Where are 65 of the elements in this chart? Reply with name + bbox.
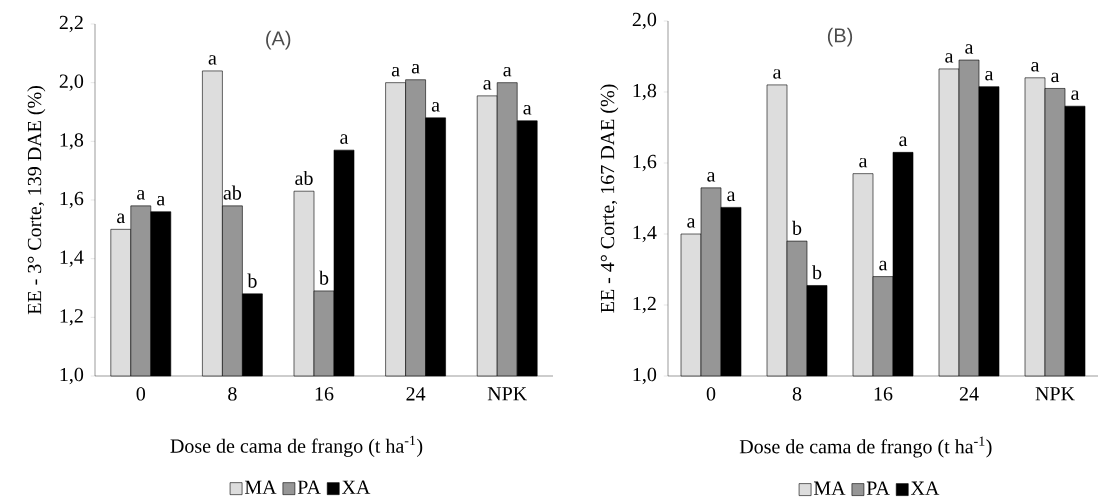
y-axis-title: EE - 4° Corte, 167 DAE (%) bbox=[600, 84, 619, 313]
annotation: a bbox=[411, 63, 420, 74]
y-tick-label: 1,8 bbox=[60, 133, 84, 150]
annotation: a bbox=[340, 134, 349, 144]
annotation: a bbox=[945, 53, 954, 63]
y-tick-label: 1,6 bbox=[60, 191, 84, 209]
annotation: a bbox=[1031, 62, 1040, 72]
x-tick-label: 16 bbox=[315, 387, 334, 401]
annotation: a bbox=[707, 172, 716, 182]
x-tick-label: 8 bbox=[228, 387, 237, 401]
legend-label: PA bbox=[866, 481, 890, 495]
annotation: a bbox=[523, 105, 532, 115]
annotation: a bbox=[208, 55, 217, 65]
y-tick-label: 2,0 bbox=[632, 12, 657, 30]
y-tick-label: 1,2 bbox=[60, 309, 83, 326]
annotation: a bbox=[391, 66, 400, 77]
y-tick-label: 1,8 bbox=[633, 83, 657, 101]
annotation: a bbox=[879, 260, 888, 271]
chart-title: (B) bbox=[827, 27, 853, 47]
legend-label: PA bbox=[297, 480, 321, 494]
annotation: ab bbox=[295, 170, 313, 185]
annotation: a bbox=[483, 80, 492, 90]
annotation: ab bbox=[223, 185, 242, 200]
legend-label: XA bbox=[910, 481, 940, 495]
annotation: a bbox=[985, 70, 994, 81]
legend-label: XA bbox=[341, 480, 371, 494]
legend-label: MA bbox=[244, 480, 277, 494]
y-tick-label: 1,6 bbox=[633, 154, 657, 172]
y-tick-label: 2,0 bbox=[59, 74, 84, 91]
annotation: b bbox=[792, 220, 802, 235]
x-tick-label: 8 bbox=[792, 387, 802, 401]
y-axis-title: EE - 3° Corte, 139 DAE (%) bbox=[27, 86, 46, 315]
annotation: b bbox=[247, 273, 257, 288]
annotation: a bbox=[157, 195, 165, 206]
x-axis-title: Dose de cama de frango (t ha$^{-1}$) bbox=[170, 435, 423, 457]
y-tick-label: 1,0 bbox=[633, 367, 657, 385]
annotation: a bbox=[431, 102, 440, 112]
y-tick-label: 2,2 bbox=[59, 15, 83, 33]
y-tick-label: 1,4 bbox=[633, 225, 657, 243]
annotation: b bbox=[319, 270, 329, 285]
x-tick-label: 0 bbox=[136, 387, 146, 401]
chart-title: (A) bbox=[266, 30, 291, 50]
x-tick-label: 0 bbox=[706, 387, 716, 401]
x-tick-label: NPK bbox=[487, 387, 527, 401]
annotation: a bbox=[859, 157, 868, 168]
annotation: a bbox=[1051, 72, 1060, 83]
y-tick-label: 1,4 bbox=[60, 250, 84, 267]
annotation: a bbox=[117, 213, 125, 224]
annotation: a bbox=[727, 191, 736, 202]
x-tick-label: 24 bbox=[959, 387, 979, 401]
annotation: a bbox=[899, 136, 908, 147]
annotation: b bbox=[812, 265, 822, 280]
annotation: a bbox=[503, 66, 512, 77]
annotation: a bbox=[965, 44, 974, 54]
x-axis-title: Dose de cama de frango (t ha$^{-1}$) bbox=[739, 436, 992, 458]
annotation: a bbox=[773, 69, 782, 79]
legend-label: MA bbox=[813, 481, 846, 495]
x-tick-label: 24 bbox=[406, 387, 426, 401]
annotation: a bbox=[137, 190, 145, 200]
annotation: a bbox=[1071, 90, 1080, 100]
y-tick-label: 1,0 bbox=[60, 367, 84, 385]
x-tick-label: 16 bbox=[874, 387, 893, 401]
y-tick-label: 1,2 bbox=[633, 296, 656, 314]
x-tick-label: NPK bbox=[1035, 387, 1075, 401]
annotation: a bbox=[687, 218, 696, 228]
